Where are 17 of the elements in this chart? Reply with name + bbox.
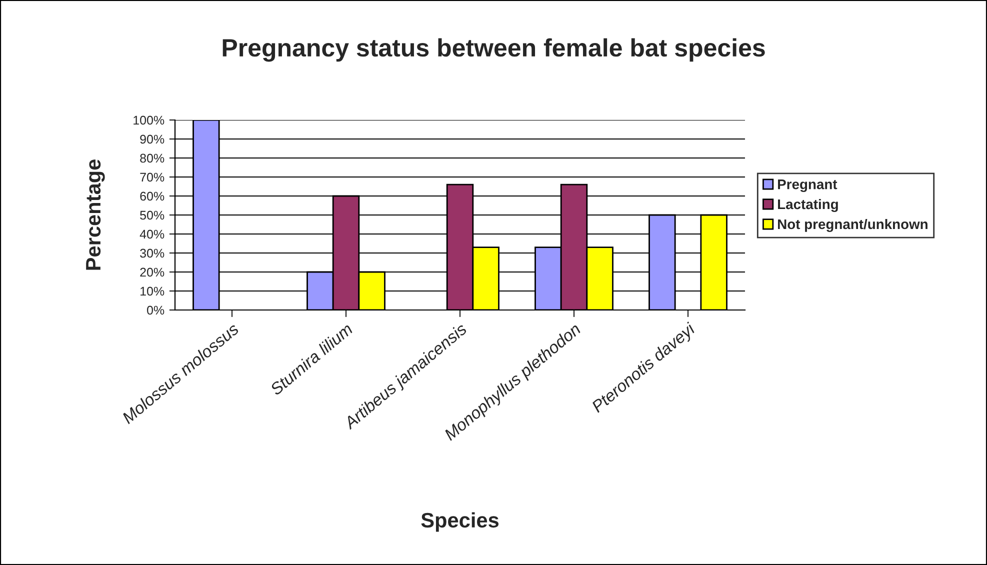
legend-label: Pregnant	[778, 180, 838, 192]
legend-label: Lactating	[778, 198, 838, 212]
y-tick-label: 70%	[140, 172, 164, 182]
x-axis-title: Species	[421, 512, 499, 532]
y-tick-label: 20%	[140, 268, 164, 277]
legend-label: Not pregnant/unknown	[778, 218, 928, 232]
y-tick-label: 90%	[140, 134, 164, 144]
y-tick-label: 60%	[140, 192, 164, 201]
y-tick-label: 80%	[140, 154, 164, 163]
chart-title: Pregnancy status between female bat species	[222, 38, 765, 62]
y-axis-title: Percentage	[86, 160, 105, 270]
y-tick-label: 10%	[140, 286, 164, 296]
y-tick-label: 100%	[134, 116, 164, 125]
y-tick-label: 30%	[140, 248, 164, 258]
y-tick-label: 40%	[140, 230, 164, 239]
y-tick-label: 0%	[147, 306, 164, 315]
y-tick-label: 50%	[140, 210, 164, 220]
